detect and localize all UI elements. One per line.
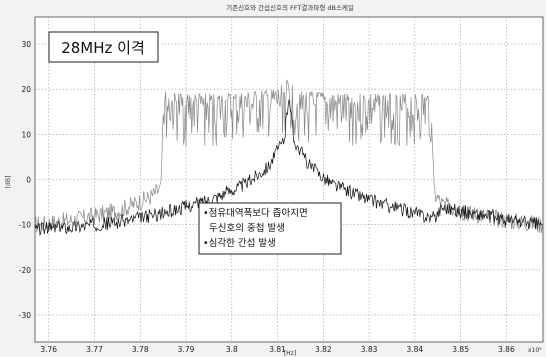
series-line-2	[34, 99, 544, 237]
x-ticks: 3.76 3.77 3.78 3.79 3.8 3.81 3.82 3.83 3.84 3.85 3…	[40, 345, 515, 354]
x-tick-label: 3.86	[498, 345, 515, 354]
x-tick-label: 3.84	[407, 345, 424, 354]
x-axis-label: [Hz]	[284, 350, 296, 357]
y-axis-label: [dB]	[5, 176, 12, 189]
note-line-1: •점유대역폭보다 좁아지면	[203, 207, 308, 219]
separation-box	[48, 31, 159, 63]
y-tick-label: -10	[19, 221, 31, 230]
x-tick-label: 3.8	[226, 345, 238, 354]
note-line-2: 두신호의 중첩 발생	[209, 223, 285, 234]
y-tick-label: 20	[21, 85, 31, 94]
x-tick-label: 3.82	[315, 345, 332, 354]
chart-title: 기존신호와 간섭신호의 FFT결과파형 dB스케일	[226, 3, 354, 12]
x-tick-label: 3.83	[361, 345, 378, 354]
x-tick-label: 3.78	[132, 345, 149, 354]
x-tick-label: 3.85	[452, 345, 469, 354]
x-exponent-label: x10⁹	[528, 347, 542, 354]
y-tick-label: -30	[19, 311, 31, 320]
x-tick-label: 3.81	[269, 345, 286, 354]
series-group	[34, 79, 544, 237]
y-tick-label: 0	[26, 176, 31, 185]
y-tick-label: 10	[21, 130, 31, 139]
note-line-3: •심각한 간섭 발생	[203, 237, 276, 249]
note-box	[198, 202, 342, 255]
series-line-1	[34, 79, 544, 234]
y-tick-label: -20	[19, 266, 31, 275]
x-tick-label: 3.77	[86, 345, 103, 354]
x-tick-label: 3.79	[178, 345, 195, 354]
y-tick-label: 30	[21, 40, 31, 49]
x-tick-label: 3.76	[40, 345, 57, 354]
grid	[35, 17, 543, 342]
y-ticks: 30 20 10 0 -10 -20 -30	[19, 40, 31, 320]
separation-label: 28MHz 이격	[61, 39, 145, 57]
